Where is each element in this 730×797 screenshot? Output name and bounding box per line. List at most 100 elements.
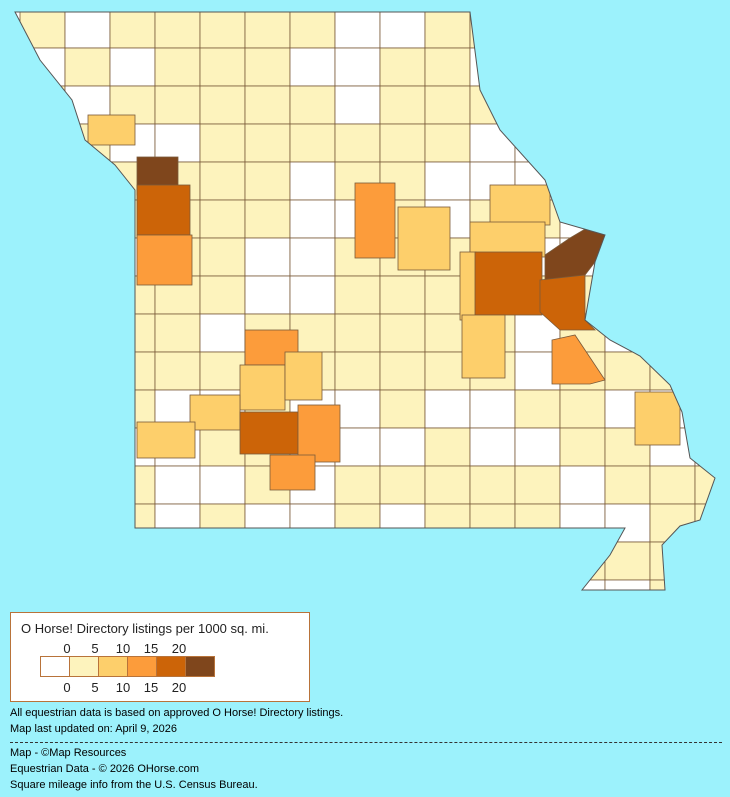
map-credit: Map - ©Map Resources: [10, 747, 127, 759]
county: [199, 427, 246, 467]
county: [514, 579, 561, 590]
county: [649, 465, 696, 505]
county: [379, 465, 426, 505]
county: [289, 161, 336, 201]
county: [559, 161, 606, 201]
county: [469, 12, 516, 49]
county: [109, 465, 156, 505]
county: [334, 123, 381, 163]
tick: 20: [171, 641, 187, 656]
county: [64, 503, 111, 543]
county: [19, 123, 66, 163]
county: [334, 503, 381, 543]
county: [649, 161, 696, 201]
county: [334, 541, 381, 581]
county: [694, 389, 715, 429]
county: [244, 161, 291, 201]
county: [334, 47, 381, 87]
county: [694, 237, 715, 277]
county: [694, 313, 715, 353]
county: [694, 12, 715, 49]
county: [604, 85, 651, 125]
county: [604, 579, 651, 590]
county: [379, 47, 426, 87]
county: [604, 351, 651, 391]
county: [154, 47, 201, 87]
county: [469, 389, 516, 429]
county: [334, 351, 381, 391]
county: [649, 12, 696, 49]
county: [19, 541, 66, 581]
swatch: [41, 657, 70, 676]
county: [334, 389, 381, 429]
county: [19, 427, 66, 467]
county: [559, 85, 606, 125]
county: [604, 465, 651, 505]
tick: 15: [143, 680, 159, 695]
county: [604, 313, 651, 353]
county: [379, 541, 426, 581]
county: [19, 351, 66, 391]
county: [379, 313, 426, 353]
tick: 0: [63, 641, 71, 656]
county: [199, 199, 246, 239]
county: [559, 541, 606, 581]
county: [19, 313, 66, 353]
county: [199, 237, 246, 277]
county: [694, 579, 715, 590]
county: [64, 541, 111, 581]
county: [559, 503, 606, 543]
county: [604, 503, 651, 543]
legend-color-bar: [40, 656, 215, 677]
county: [424, 503, 471, 543]
county: [199, 579, 246, 590]
highlighted-counties: [87, 114, 681, 491]
county: [424, 579, 471, 590]
county: [64, 199, 111, 239]
county: [514, 389, 561, 429]
county: [334, 85, 381, 125]
tick: 10: [115, 680, 131, 695]
county: [19, 275, 66, 315]
county: [244, 503, 291, 543]
county: [64, 427, 111, 467]
county: [469, 123, 516, 163]
county: [379, 579, 426, 590]
county: [514, 12, 561, 49]
county: [64, 313, 111, 353]
county: [64, 47, 111, 87]
county: [199, 465, 246, 505]
updated-note: Map last updated on: April 9, 2026: [10, 723, 177, 735]
county: [649, 199, 696, 239]
legend-title: O Horse! Directory listings per 1000 sq.…: [21, 621, 269, 636]
county: [289, 237, 336, 277]
county: [244, 123, 291, 163]
county: [649, 275, 696, 315]
county: [559, 427, 606, 467]
county: [559, 123, 606, 163]
county: [649, 237, 696, 277]
county: [649, 579, 696, 590]
county: [199, 161, 246, 201]
county: [649, 47, 696, 87]
county: [379, 275, 426, 315]
county: [154, 313, 201, 353]
county: [289, 275, 336, 315]
county: [289, 541, 336, 581]
swatch: [157, 657, 186, 676]
county: [334, 275, 381, 315]
county: [289, 199, 336, 239]
county: [334, 313, 381, 353]
county: [64, 237, 111, 277]
county: [154, 123, 201, 163]
county: [424, 541, 471, 581]
county: [649, 351, 696, 391]
county: [289, 579, 336, 590]
county: [109, 47, 156, 87]
county: [64, 12, 111, 49]
county: [379, 123, 426, 163]
county: [424, 123, 471, 163]
county: [199, 123, 246, 163]
tick: 5: [91, 641, 99, 656]
county: [244, 275, 291, 315]
